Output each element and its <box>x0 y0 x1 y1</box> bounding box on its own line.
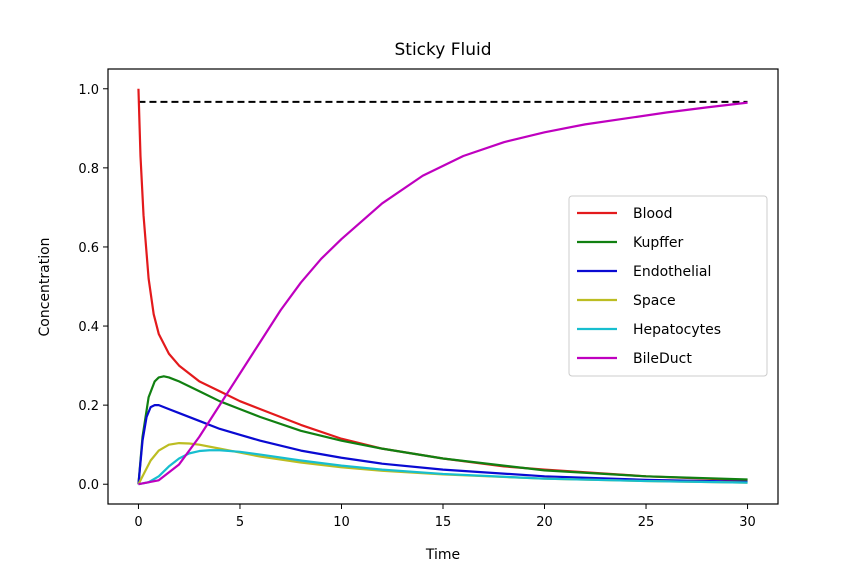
legend-label-hepatocytes: Hepatocytes <box>633 322 721 338</box>
legend-label-kupffer: Kupffer <box>633 235 684 251</box>
series-line-bileduct <box>138 101 748 486</box>
legend-label-blood: Blood <box>633 206 673 222</box>
x-tick-label: 5 <box>236 515 244 530</box>
x-tick-label: 10 <box>333 515 350 530</box>
series-line-space <box>137 442 748 485</box>
legend-label-endothelial: Endothelial <box>633 264 711 280</box>
x-tick-label: 20 <box>536 515 553 530</box>
y-tick-label: 0.6 <box>78 241 99 256</box>
y-tick-label: 0.0 <box>78 478 99 493</box>
series-line-kupffer <box>137 375 748 485</box>
y-tick-label: 0.2 <box>78 399 99 414</box>
legend-label-bileduct: BileDuct <box>633 351 692 367</box>
series-line-endothelial <box>137 404 748 485</box>
y-axis-label: Concentration <box>37 237 53 336</box>
x-tick-label: 25 <box>638 515 655 530</box>
x-tick-label: 15 <box>435 515 452 530</box>
y-tick-label: 0.8 <box>78 162 99 177</box>
series-line-hepatocytes <box>138 449 748 486</box>
x-tick-label: 0 <box>134 515 142 530</box>
chart-title: Sticky Fluid <box>394 40 491 60</box>
x-axis-ticks: 0 5 10 15 20 25 30 <box>134 504 756 530</box>
y-axis-ticks: 0.0 0.2 0.4 0.6 0.8 1.0 <box>78 83 108 493</box>
legend: Blood Kupffer Endothelial Space Hepatocytes B… <box>568 195 768 377</box>
y-tick-label: 0.4 <box>78 320 99 335</box>
plot-area <box>137 88 748 486</box>
x-tick-label: 30 <box>739 515 756 530</box>
legend-box <box>568 195 768 377</box>
legend-label-space: Space <box>633 293 676 309</box>
y-tick-label: 1.0 <box>78 83 99 98</box>
x-axis-label: Time <box>425 547 460 563</box>
